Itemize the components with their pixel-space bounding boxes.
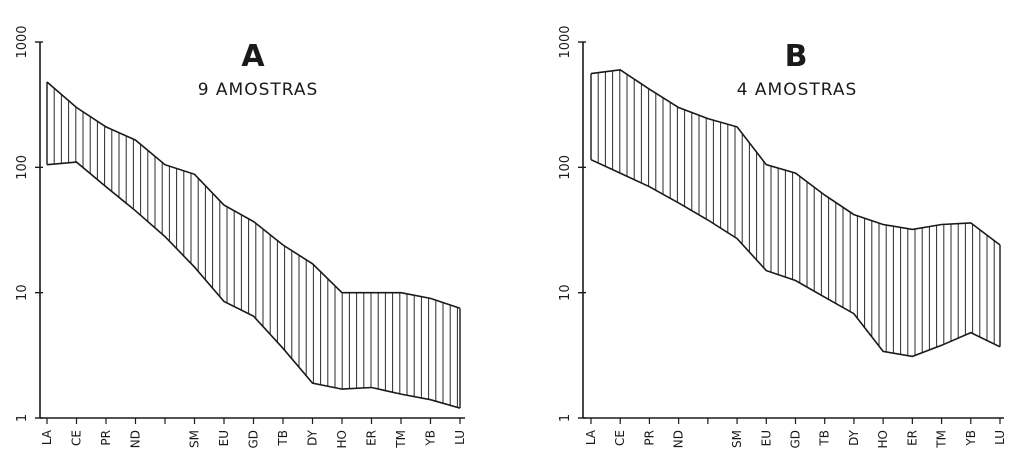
- panel-a-x-tick-label: DY: [306, 429, 320, 446]
- panel-a-x-tick-label: ND: [129, 430, 143, 448]
- panel-b-y-tick-label: 10: [558, 284, 573, 301]
- panel-a-x-tick-label: EU: [217, 430, 231, 446]
- panel-b-x-tick-label: ER: [905, 430, 919, 446]
- panel-b-x-tick-label: LA: [584, 429, 598, 445]
- panel-b-x-tick-label: SM: [730, 430, 744, 448]
- panel-b-subtitle: 4 AMOSTRAS: [737, 80, 858, 100]
- panel-a-x-tick-label: ER: [365, 430, 379, 446]
- panel-a-title: A: [241, 39, 265, 74]
- panel-b-x-tick-label: ND: [672, 430, 686, 448]
- panel-b-lower-boundary-line: [590, 158, 1001, 358]
- panel-b-x-tick-label: TM: [935, 430, 949, 449]
- panel-b-x-tick-label: DY: [847, 429, 861, 446]
- panel-a-lower-boundary-line: [46, 161, 461, 409]
- panel-a-x-tick-label: HO: [335, 430, 349, 448]
- panel-b: B 4 AMOSTRAS 1 10 100 1000 LA CE PR ND SM EU GD TB D…: [558, 25, 1007, 448]
- panel-a-x-tick-label: LU: [453, 430, 467, 445]
- panel-b-x-tick-label: TB: [818, 430, 832, 447]
- panel-a-y-tick-label: 10: [15, 284, 30, 301]
- panel-a-x-tick-label: PR: [99, 430, 113, 446]
- panel-b-y-tick-label: 1: [558, 414, 573, 422]
- panel-a-x-tick-label: GD: [247, 430, 261, 449]
- panel-a-y-tick-label: 1: [15, 414, 30, 422]
- panel-a-upper-boundary-line: [46, 81, 461, 310]
- panel-a-x-tick-label: SM: [188, 430, 202, 448]
- panel-b-x-tick-label: PR: [642, 430, 656, 446]
- panel-b-title: B: [785, 39, 808, 74]
- panel-a-y-tick-label: 1000: [15, 25, 30, 58]
- panel-a-y-tick-label: 100: [15, 155, 30, 180]
- panel-b-y-tick-label: 100: [558, 155, 573, 180]
- panel-a-x-tick-label: CE: [70, 430, 84, 446]
- panel-a-x-tick-label: TB: [276, 430, 290, 447]
- panel-b-x-tick-label: CE: [613, 430, 627, 446]
- panel-b-x-tick-label: YB: [964, 430, 978, 447]
- panel-a-x-tick-label: YB: [424, 430, 438, 447]
- panel-b-x-tick-label: HO: [876, 430, 890, 448]
- panel-b-y-tick-label: 1000: [558, 25, 573, 58]
- panel-b-x-tick-label: LU: [993, 430, 1007, 445]
- panel-a-x-tick-label: LA: [40, 429, 54, 445]
- panel-b-upper-boundary-line: [590, 68, 1001, 246]
- panel-b-x-tick-label: EU: [759, 430, 773, 446]
- panel-a: A 9 AMOSTRAS 1 10 100 1000 LA CE PR ND SM EU GD TB D…: [15, 25, 467, 448]
- panel-a-x-tick-label: TM: [394, 430, 408, 449]
- panel-b-x-tick-label: GD: [789, 430, 803, 449]
- panel-a-subtitle: 9 AMOSTRAS: [198, 80, 319, 100]
